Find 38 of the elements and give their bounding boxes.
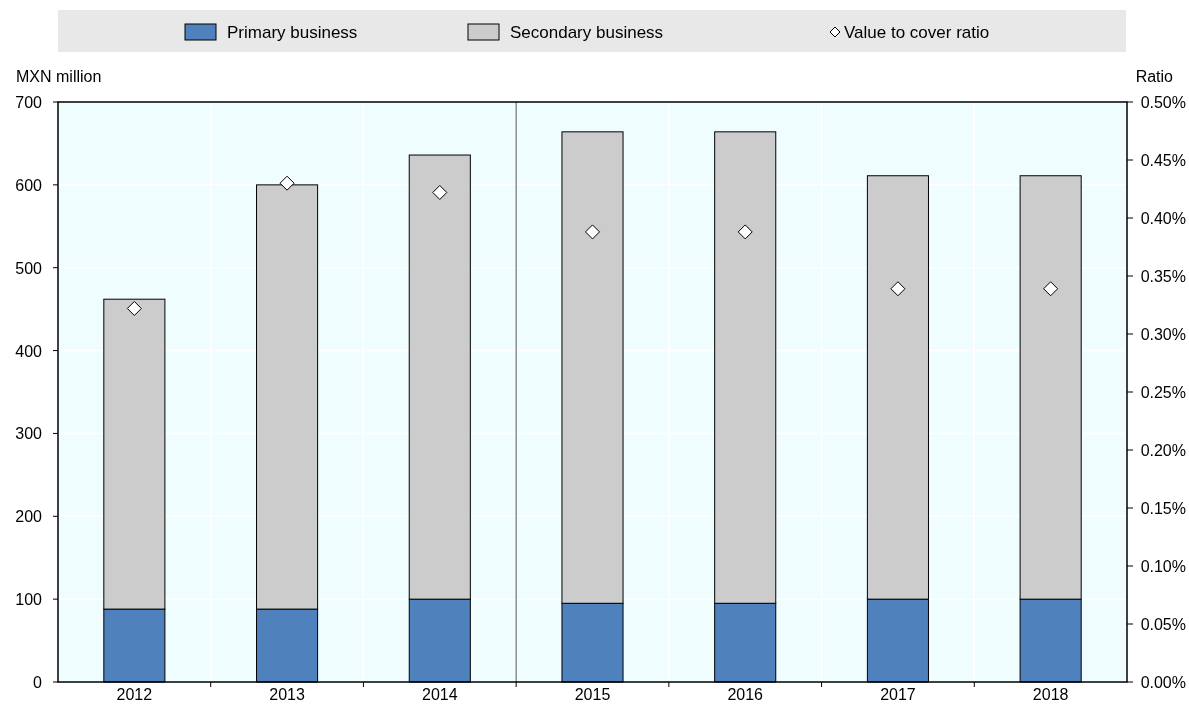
x-tick-label: 2017 (880, 686, 916, 703)
y-tick-label: 200 (15, 508, 43, 526)
y2-tick-label: 0.45% (1140, 152, 1186, 169)
y-tick-label: 400 (15, 342, 43, 360)
y2-tick-label: 0.40% (1140, 210, 1186, 227)
y2-tick-label: 0.00% (1140, 674, 1186, 691)
point (279, 175, 295, 191)
y-tick-label: 600 (15, 176, 43, 194)
y2-tick-label: 0.05% (1140, 616, 1186, 633)
x-tick-label: 2015 (574, 686, 611, 703)
point (432, 184, 448, 200)
point (890, 281, 906, 297)
y2-tick-label: 0.20% (1140, 442, 1186, 459)
x-tick-label: 2013 (269, 686, 305, 703)
point (1043, 281, 1059, 297)
y-axis-title: MXN million (16, 68, 102, 85)
y-tick-label: 0 (33, 674, 43, 691)
y-tick-label: 300 (15, 425, 43, 443)
y-tick-label: 500 (15, 259, 43, 277)
legend-label: Primary business (227, 23, 358, 42)
point (585, 224, 600, 240)
x-tick-label: 2012 (116, 686, 153, 703)
y-tick-label: 100 (15, 591, 43, 609)
point (126, 300, 142, 316)
y2-tick-label: 0.25% (1140, 384, 1186, 401)
y2-axis-title: Ratio (1135, 68, 1174, 85)
y2-tick-label: 0.10% (1140, 558, 1186, 575)
x-tick-label: 2018 (1032, 686, 1069, 703)
y-tick-label: 700 (15, 94, 43, 111)
x-tick-label: 2016 (727, 686, 764, 703)
y2-tick-label: 0.30% (1140, 326, 1186, 343)
x-tick-label: 2014 (421, 686, 458, 703)
y2-tick-label: 0.35% (1140, 268, 1186, 285)
y2-tick-label: 0.50% (1140, 94, 1186, 111)
legend-label: Secondary business (510, 23, 664, 42)
legend-label: Value to cover ratio (844, 23, 990, 42)
y2-tick-label: 0.15% (1140, 500, 1186, 517)
point (737, 224, 753, 240)
